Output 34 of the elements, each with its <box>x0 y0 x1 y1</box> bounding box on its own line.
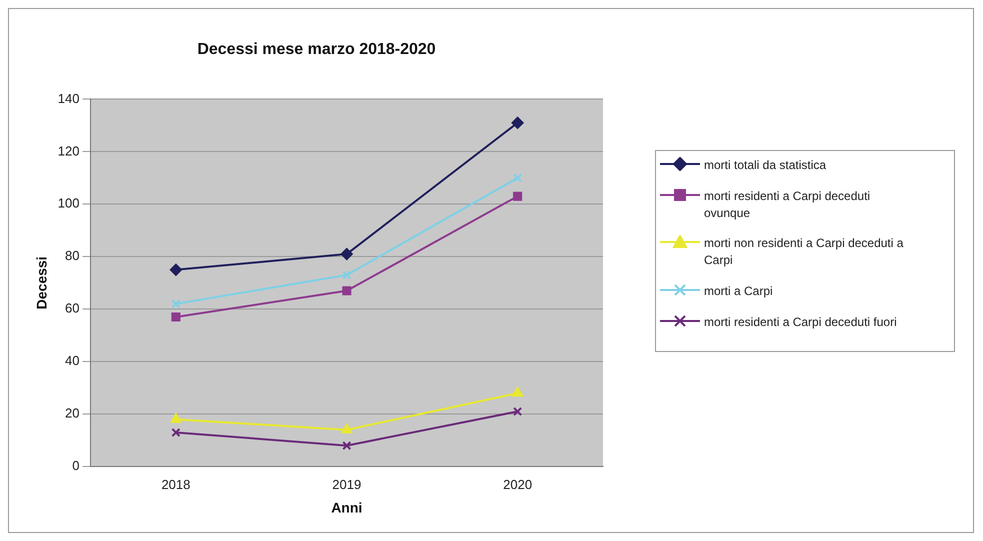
x-axis-title: Anni <box>331 499 362 516</box>
y-tick-label: 120 <box>58 143 80 158</box>
legend-label: morti residenti a Carpi deceduti fuori <box>704 314 897 331</box>
point <box>340 248 353 260</box>
legend-label: morti totali da statistica <box>704 157 826 174</box>
y-tick-label: 100 <box>58 196 80 211</box>
legend-label: morti residenti a Carpi deceduti ovunque <box>704 188 872 222</box>
y-tick-label: 140 <box>58 90 80 106</box>
point <box>171 312 180 322</box>
x-tick-label: 2020 <box>503 476 532 492</box>
x-tick-label: 2018 <box>161 476 190 492</box>
y-tick-label: 20 <box>65 406 80 421</box>
point <box>170 413 182 423</box>
point <box>171 428 180 438</box>
point <box>171 299 180 308</box>
point <box>170 264 182 276</box>
point <box>513 406 522 416</box>
y-tick-label: 40 <box>65 353 80 368</box>
y-tick-label: 60 <box>65 300 80 316</box>
y-axis-title: Decessi <box>33 256 50 310</box>
point <box>342 441 352 450</box>
point <box>513 192 522 201</box>
legend-label: morti non residenti a Carpi deceduti a Carpi <box>704 235 904 269</box>
x-tick-label: 2019 <box>332 476 362 492</box>
point <box>342 270 352 280</box>
point <box>513 173 522 182</box>
point <box>512 387 523 397</box>
chart-title: Decessi mese marzo 2018-2020 <box>197 41 436 58</box>
point <box>342 286 352 296</box>
y-tick-label: 0 <box>72 458 80 474</box>
point <box>341 424 352 434</box>
legend-label: morti a Carpi <box>704 282 773 300</box>
point <box>512 116 524 129</box>
y-tick-label: 80 <box>65 248 80 264</box>
